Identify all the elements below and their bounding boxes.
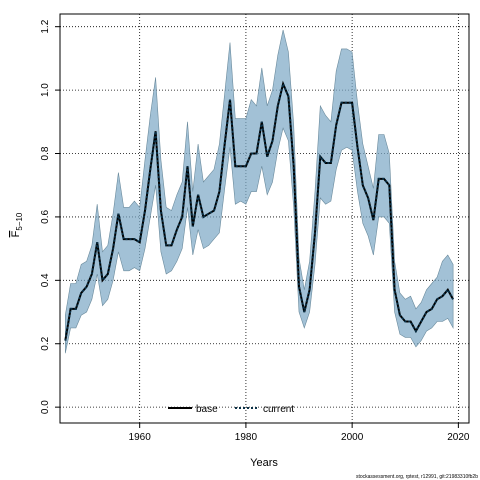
- x-tick-label: 1960: [129, 432, 152, 443]
- footer-credit: stockassessment.org, rptest, r12991, git…: [356, 474, 478, 480]
- svg-text:F5−10: F5−10: [10, 212, 24, 237]
- series-line-current: [64, 80, 454, 341]
- y-axis-title-main: F: [10, 230, 22, 237]
- x-axis: 1960 1980 2000 2020: [129, 423, 470, 443]
- x-tick-label: 1980: [235, 432, 258, 443]
- y-tick-label: 1.0: [40, 83, 51, 97]
- legend-label-current: current: [263, 404, 294, 415]
- y-tick-label: 1.2: [40, 19, 51, 33]
- y-axis-title-subscript: 5−10: [15, 212, 24, 231]
- y-tick-label: 0.4: [40, 273, 51, 287]
- y-tick-label: 0.6: [40, 210, 51, 224]
- plot-frame: [59, 13, 470, 424]
- legend: base current: [168, 404, 294, 415]
- x-tick-label: 2020: [447, 432, 470, 443]
- y-axis: 0.0 0.2 0.4 0.6 0.8 1.0 1.2: [40, 19, 60, 414]
- y-tick-label: 0.2: [40, 336, 51, 350]
- legend-label-base: base: [196, 404, 218, 415]
- confidence-band: [65, 29, 454, 354]
- y-tick-label: 0.8: [40, 146, 51, 160]
- x-axis-title: Years: [250, 457, 278, 469]
- y-tick-label: 0.0: [40, 400, 51, 414]
- y-axis-title: F5−10: [10, 212, 24, 237]
- x-tick-label: 2000: [341, 432, 364, 443]
